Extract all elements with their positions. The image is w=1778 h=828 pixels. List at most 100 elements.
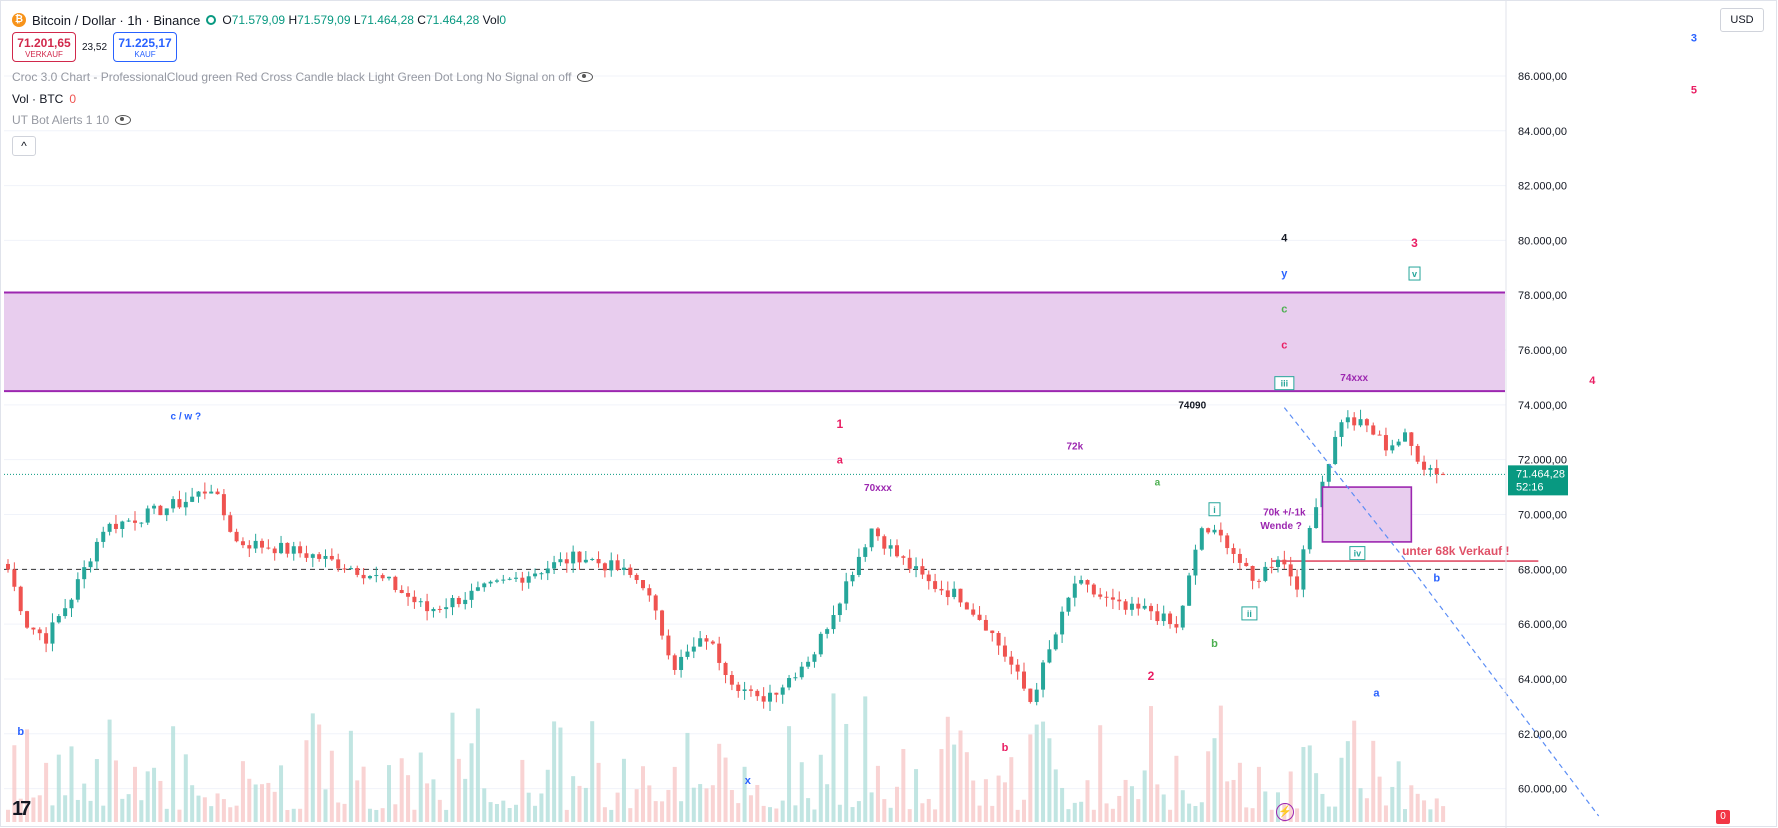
candles [6, 409, 1446, 711]
candle-body [361, 574, 366, 579]
volume-bar [1091, 809, 1096, 822]
candle-body [323, 555, 328, 559]
candle-body [1377, 434, 1382, 436]
volume-bar [1206, 751, 1211, 822]
lightning-icon[interactable]: ⚡ [1276, 803, 1294, 821]
alert-count-badge[interactable]: 0 [1716, 810, 1730, 824]
candle-body [552, 562, 557, 569]
volume-bar [1307, 745, 1312, 822]
wave-label: iii [1281, 379, 1289, 389]
wave-label: 70k +/-1k [1263, 507, 1306, 518]
candle-body [926, 574, 931, 582]
price-tick-label: 70.000,00 [1518, 509, 1567, 521]
quote-buttons: 71.201,65 VERKAUF 23,52 71.225,17 KAUF [12, 32, 178, 62]
volume-bar [431, 779, 436, 822]
volume-bar [240, 761, 245, 822]
candle-body [571, 551, 576, 564]
candle-body [621, 567, 626, 570]
candle-body [1085, 580, 1090, 585]
indicator-croc[interactable]: Croc 3.0 Chart - ProfessionalCloud green… [12, 70, 594, 84]
candle-body [755, 690, 760, 697]
price-axis[interactable]: 86.000,00 84.000,00 82.000,00 80.000,00 78.0… [1505, 0, 1568, 828]
volume-bar [387, 765, 391, 822]
volume-bar [679, 801, 684, 822]
candle-body [850, 574, 855, 582]
candle-body [514, 577, 518, 579]
candle-body [69, 599, 74, 609]
volume-bar [1085, 780, 1090, 822]
volume-bar [444, 809, 449, 822]
tradingview-logo[interactable]: 17 [12, 798, 31, 820]
volume-bar [672, 766, 677, 822]
candle-body [494, 580, 499, 582]
candle-body [990, 630, 995, 634]
volume-bar [901, 748, 906, 822]
candle-body [196, 491, 201, 497]
candle-body [126, 520, 131, 522]
candle-body [602, 563, 607, 571]
volume-bar [215, 793, 220, 822]
candle-body [190, 496, 195, 502]
candle-body [266, 547, 271, 549]
volume-bar [152, 767, 157, 822]
candle-body [590, 559, 595, 561]
symbol-title[interactable]: Bitcoin / Dollar · 1h · Binance [32, 12, 201, 28]
candle-body [1142, 605, 1147, 609]
candle-body [1129, 603, 1134, 610]
volume-bar [685, 732, 690, 822]
eye-icon[interactable] [577, 72, 594, 82]
indicator-volume[interactable]: Vol · BTC 0 [12, 92, 76, 106]
candle-body [1028, 688, 1033, 702]
volume-bar [336, 802, 341, 822]
volume-bar [361, 766, 366, 822]
volume-bar [1256, 766, 1261, 822]
volume-bar [1396, 761, 1401, 822]
volume-bar [1352, 720, 1357, 822]
buy-button[interactable]: 71.225,17 KAUF [113, 32, 178, 62]
candle-body [412, 596, 417, 603]
volume-bar [768, 807, 772, 822]
volume-bar [869, 792, 874, 822]
volume-bar [1028, 734, 1033, 822]
candle-body [488, 581, 493, 584]
volume-bar [260, 784, 264, 822]
volume-bar [793, 805, 798, 822]
candle-body [844, 581, 849, 604]
eye-icon[interactable] [115, 115, 132, 125]
sell-button[interactable]: 71.201,65 VERKAUF [12, 32, 76, 62]
volume-bar [856, 801, 861, 822]
volume-bar [1123, 779, 1128, 822]
volume-bar [1041, 721, 1046, 822]
candle-body [463, 599, 468, 605]
volume-bar [1314, 773, 1319, 822]
volume-bar [806, 798, 811, 822]
candle-body [82, 567, 87, 580]
candle-body [1104, 596, 1109, 598]
collapse-legend-button[interactable]: ^ [12, 136, 36, 156]
indicator-utbot[interactable]: UT Bot Alerts 1 10 [12, 113, 132, 127]
wave-label: i [1213, 505, 1216, 515]
candle-body [723, 662, 728, 676]
candle-body [1282, 559, 1287, 565]
currency-selector[interactable]: USD [1720, 8, 1764, 32]
candle-body [1256, 580, 1261, 582]
volume-bar [247, 778, 252, 822]
ohlc-values: O71.579,09 H71.579,09 L71.464,28 C71.464… [222, 13, 507, 27]
volume-bar [596, 762, 601, 822]
candle-body [1180, 605, 1185, 628]
volume-bar [1022, 799, 1026, 822]
candle-body [1276, 559, 1280, 568]
volume-bar [298, 808, 303, 822]
candle-body [1333, 436, 1338, 465]
candle-body [152, 505, 157, 509]
volume-bar [1174, 755, 1179, 822]
volume-bar [177, 809, 182, 822]
candle-body [787, 678, 792, 688]
candle-body [329, 555, 334, 560]
volume-bar [831, 693, 836, 822]
volume-bar [926, 798, 931, 822]
volume-bar [209, 806, 214, 822]
volume-bar [621, 758, 626, 822]
